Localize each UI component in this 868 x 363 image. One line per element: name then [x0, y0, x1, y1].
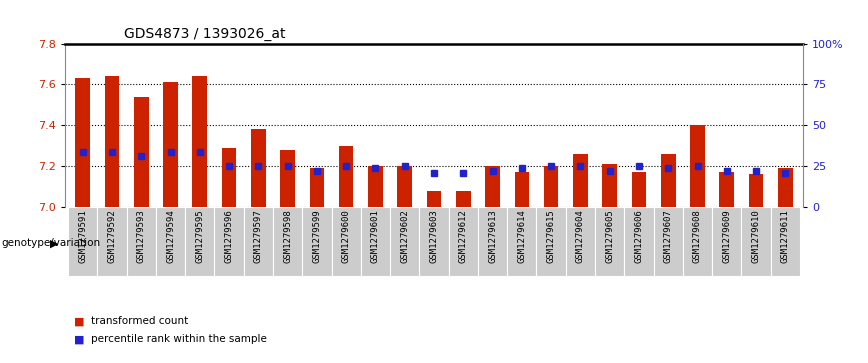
Text: GSM1279609: GSM1279609 — [722, 209, 731, 263]
Text: ■: ■ — [74, 334, 84, 344]
Bar — [251, 129, 266, 207]
Bar — [134, 97, 148, 207]
Text: GSM1279611: GSM1279611 — [781, 209, 790, 263]
Bar — [214, 211, 449, 276]
Bar — [390, 207, 419, 276]
Text: GSM1279592: GSM1279592 — [108, 209, 116, 263]
Bar — [720, 172, 734, 207]
Bar — [654, 207, 683, 276]
Text: GSM1279602: GSM1279602 — [400, 209, 409, 263]
Text: GSM1279601: GSM1279601 — [371, 209, 380, 263]
Text: human SAR1A
overexpression: human SAR1A overexpression — [468, 232, 547, 254]
Bar — [449, 207, 478, 276]
Bar — [76, 78, 90, 207]
Bar — [332, 207, 361, 276]
Text: GSM1279600: GSM1279600 — [342, 209, 351, 263]
Bar — [456, 191, 470, 207]
Text: ▶: ▶ — [49, 238, 58, 248]
Bar — [485, 166, 500, 207]
Text: GSM1279610: GSM1279610 — [752, 209, 760, 263]
Text: control: control — [123, 238, 160, 248]
Text: GSM1279606: GSM1279606 — [635, 209, 643, 263]
Bar — [193, 76, 207, 207]
Bar — [771, 207, 800, 276]
Text: GSM1279608: GSM1279608 — [693, 209, 702, 263]
Text: GSM1279591: GSM1279591 — [78, 209, 87, 263]
Text: GSM1279604: GSM1279604 — [575, 209, 585, 263]
Bar — [543, 166, 558, 207]
Text: GSM1279615: GSM1279615 — [547, 209, 556, 263]
Bar — [741, 207, 771, 276]
Bar — [712, 207, 741, 276]
Bar — [595, 207, 624, 276]
Bar — [185, 207, 214, 276]
Bar — [68, 207, 97, 276]
Text: GSM1279594: GSM1279594 — [166, 209, 175, 263]
Bar — [368, 166, 383, 207]
Bar — [398, 166, 412, 207]
Bar — [749, 174, 763, 207]
Bar — [690, 125, 705, 207]
Text: GSM1279599: GSM1279599 — [312, 209, 321, 263]
Text: transformed count: transformed count — [91, 316, 188, 326]
Bar — [105, 76, 119, 207]
Bar — [244, 207, 273, 276]
Text: human SAR1B overexpression: human SAR1B overexpression — [253, 238, 411, 248]
Text: GSM1279593: GSM1279593 — [137, 209, 146, 263]
Bar — [339, 146, 353, 207]
Text: percentile rank within the sample: percentile rank within the sample — [91, 334, 267, 344]
Bar — [419, 207, 449, 276]
Text: GSM1279595: GSM1279595 — [195, 209, 204, 263]
Bar — [214, 207, 244, 276]
Text: ■: ■ — [74, 316, 84, 326]
Bar — [507, 207, 536, 276]
Bar — [573, 154, 588, 207]
Text: GSM1279613: GSM1279613 — [488, 209, 497, 263]
Bar — [273, 207, 302, 276]
Bar — [310, 168, 325, 207]
Text: GSM1279603: GSM1279603 — [430, 209, 438, 263]
Text: mutant human SAR1B overexpression: mutant human SAR1B overexpression — [583, 238, 782, 248]
Text: GSM1279597: GSM1279597 — [253, 209, 263, 263]
Bar — [566, 211, 800, 276]
Bar — [221, 148, 236, 207]
Bar — [632, 172, 647, 207]
Bar — [163, 82, 178, 207]
Bar — [778, 168, 792, 207]
Bar — [683, 207, 712, 276]
Bar — [536, 207, 566, 276]
Text: GSM1279598: GSM1279598 — [283, 209, 293, 263]
Bar — [566, 207, 595, 276]
Bar — [68, 211, 214, 276]
Bar — [515, 172, 529, 207]
Text: GSM1279607: GSM1279607 — [664, 209, 673, 263]
Bar — [361, 207, 390, 276]
Bar — [127, 207, 156, 276]
Text: GSM1279605: GSM1279605 — [605, 209, 615, 263]
Bar — [478, 207, 507, 276]
Bar — [156, 207, 185, 276]
Text: GDS4873 / 1393026_at: GDS4873 / 1393026_at — [124, 27, 286, 41]
Bar — [302, 207, 332, 276]
Bar — [449, 211, 566, 276]
Bar — [97, 207, 127, 276]
Bar — [661, 154, 675, 207]
Text: genotype/variation: genotype/variation — [2, 238, 101, 248]
Bar — [427, 191, 441, 207]
Bar — [602, 164, 617, 207]
Bar — [624, 207, 654, 276]
Bar — [280, 150, 295, 207]
Text: GSM1279596: GSM1279596 — [225, 209, 233, 263]
Text: GSM1279612: GSM1279612 — [459, 209, 468, 263]
Text: GSM1279614: GSM1279614 — [517, 209, 526, 263]
